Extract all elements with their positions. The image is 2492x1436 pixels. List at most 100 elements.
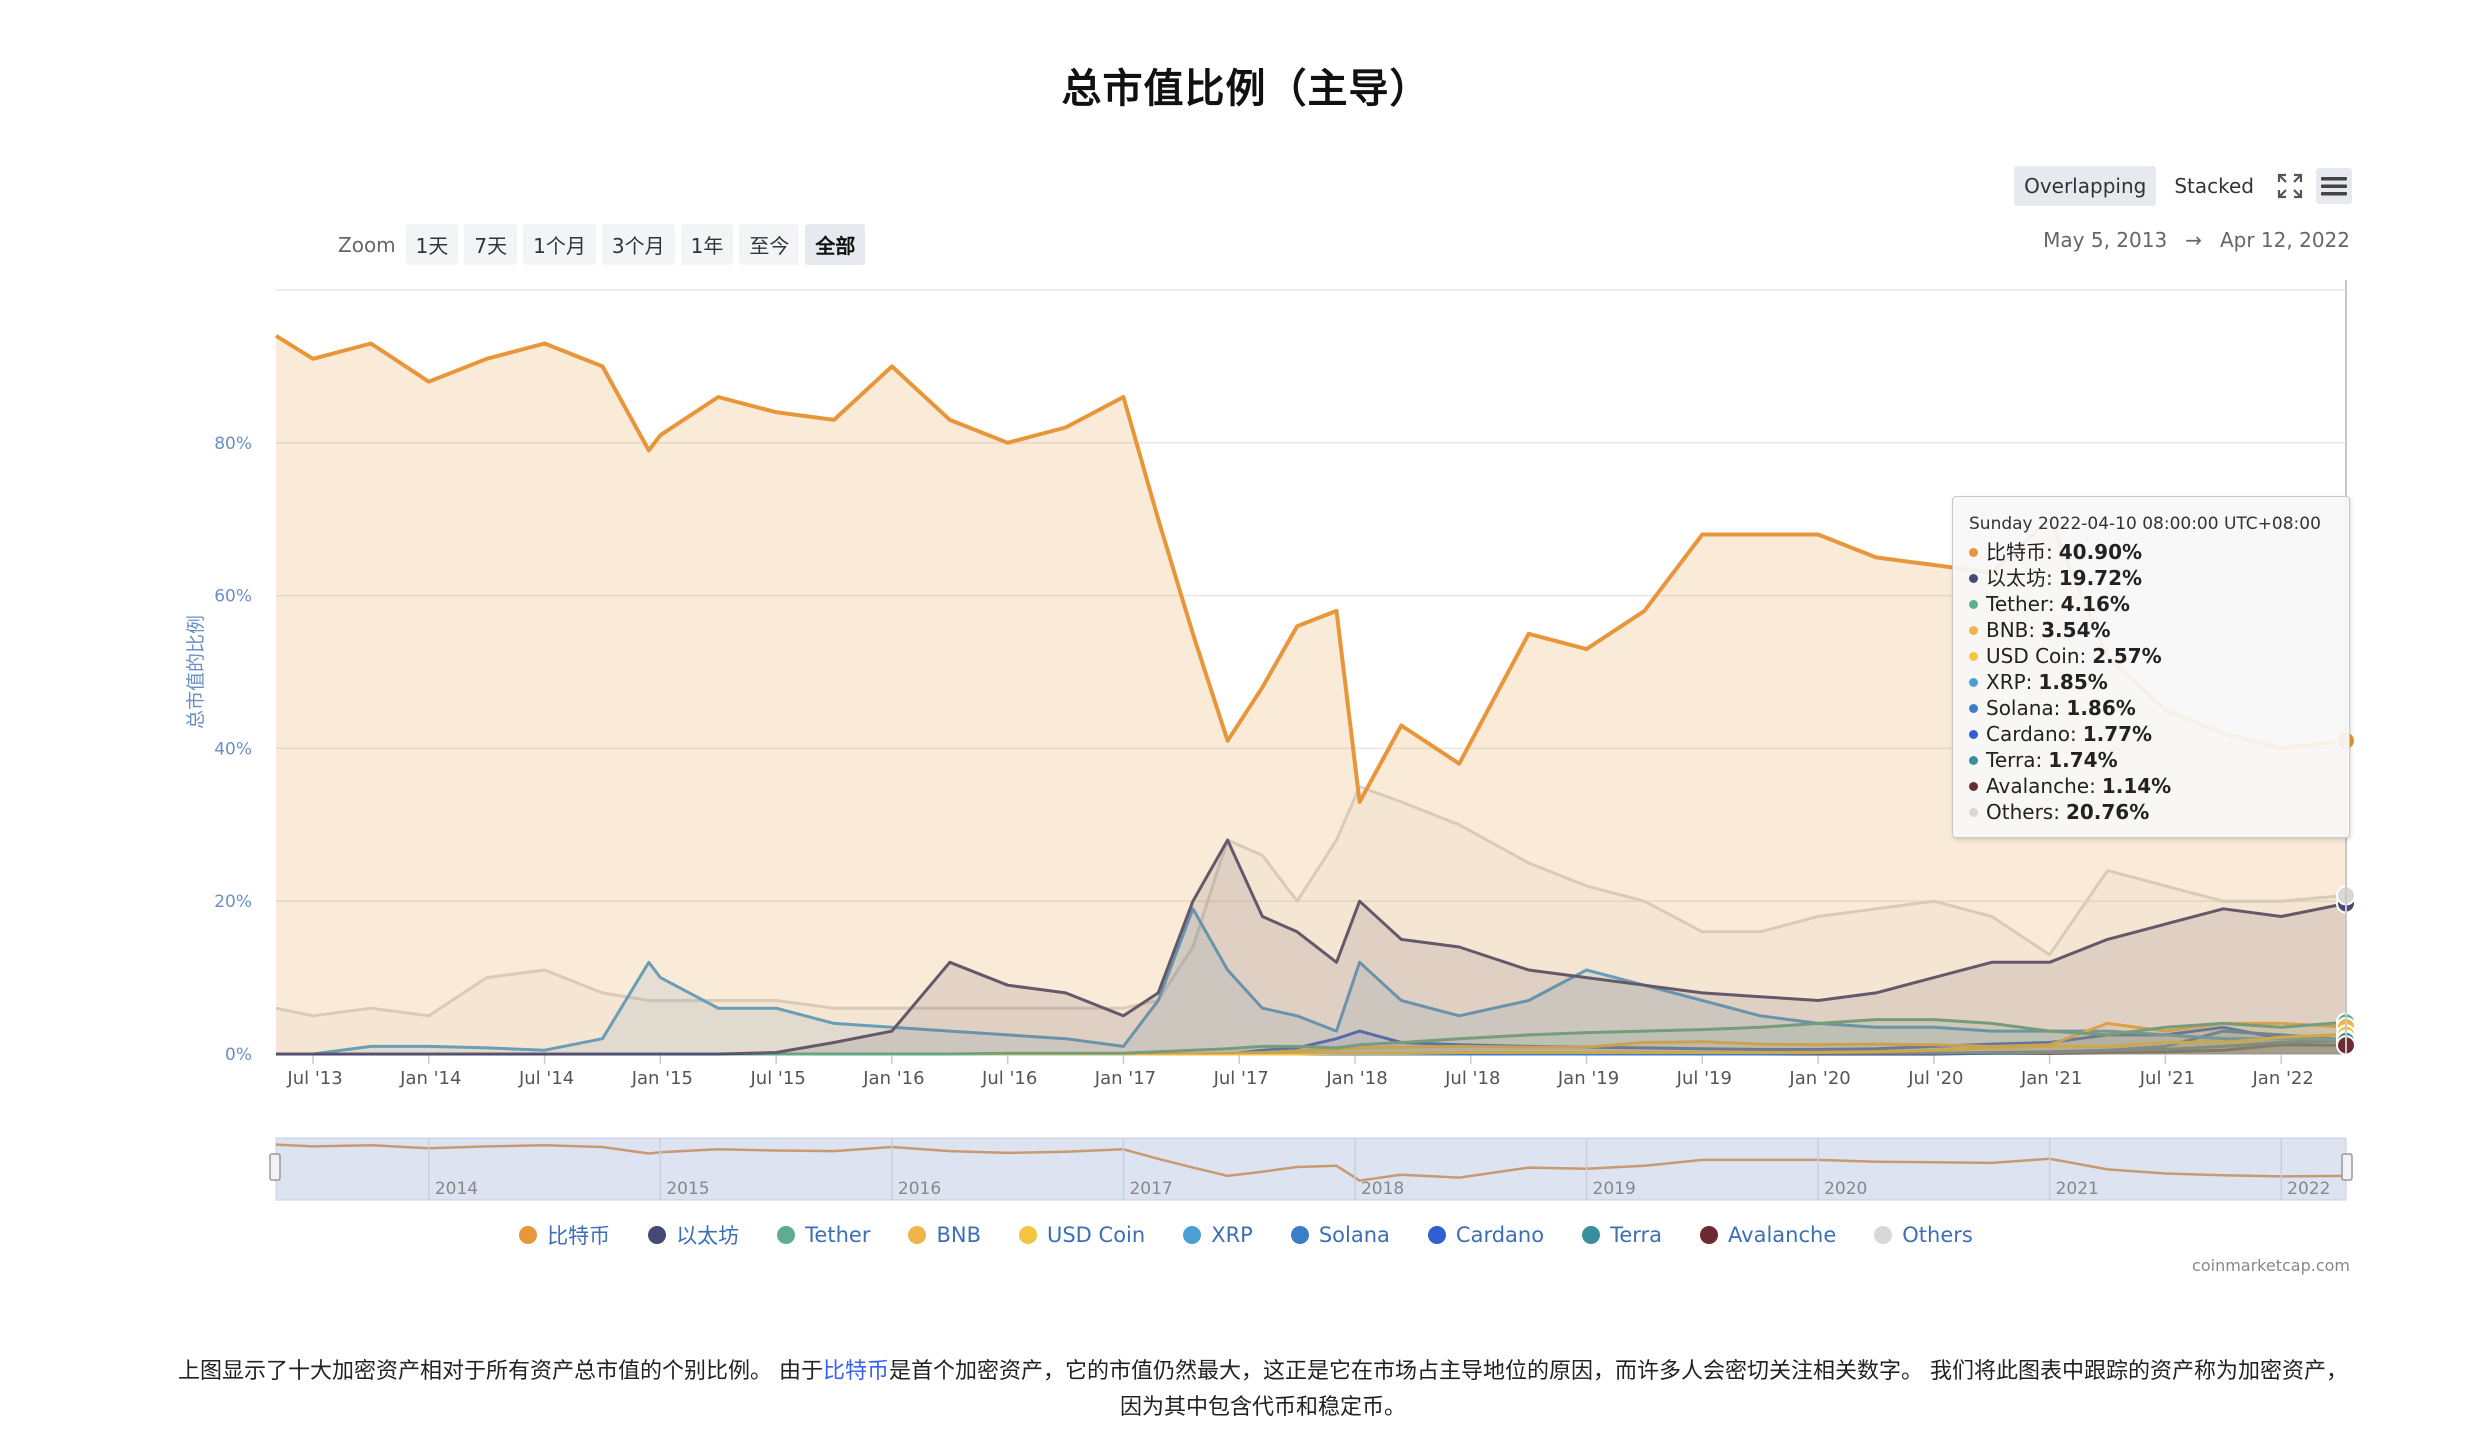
tooltip-series-name: XRP: (1986, 670, 2033, 694)
zoom-1d-button[interactable]: 1天 (405, 224, 459, 265)
range-from-input[interactable]: May 5, 2013 (2043, 228, 2168, 252)
tooltip-series-dot (1969, 729, 1978, 739)
navigator-year-label: 2018 (1361, 1179, 1404, 1199)
legend-label: USD Coin (1046, 1223, 1146, 1247)
tooltip-series-dot (1969, 651, 1978, 661)
chart-description: 上图显示了十大加密资产相对于所有资产总市值的个别比例。 由于比特币是首个加密资产… (168, 1354, 2358, 1426)
bitcoin-link[interactable]: 比特币 (822, 1359, 889, 1384)
overlapping-button[interactable]: Overlapping (2014, 166, 2157, 206)
series-area (276, 1023, 2346, 1054)
legend-item[interactable]: Terra (1582, 1220, 1662, 1250)
legend-marker (1290, 1226, 1309, 1244)
x-tick-label: Jan '21 (2020, 1068, 2082, 1089)
legend-marker (908, 1226, 927, 1244)
legend-item[interactable]: Avalanche (1700, 1220, 1836, 1250)
tooltip-series-dot (1969, 625, 1978, 635)
tooltip-series-name: Terra: (1986, 748, 2043, 772)
x-tick-label: Jul '15 (749, 1068, 805, 1089)
tooltip-series-dot (1969, 807, 1978, 817)
legend-item[interactable]: BNB (908, 1220, 981, 1250)
range-to-input[interactable]: Apr 12, 2022 (2219, 228, 2350, 252)
legend-label: 以太坊 (676, 1224, 740, 1248)
navigator-handle-right (2341, 1153, 2353, 1181)
tooltip-row: 以太坊: 19.72% (1969, 565, 2335, 591)
navigator-year-label: 2020 (1824, 1179, 1867, 1199)
tooltip-series-dot (1969, 599, 1978, 609)
x-tick-label: Jul '13 (286, 1068, 342, 1089)
legend-marker (1582, 1226, 1601, 1244)
x-tick-label: Jul '20 (1907, 1068, 1963, 1089)
zoom-all-button[interactable]: 全部 (805, 224, 866, 265)
zoom-ytd-button[interactable]: 至今 (739, 224, 800, 265)
credits-link[interactable]: coinmarketcap.com (2192, 1256, 2350, 1275)
series-area (276, 1031, 2346, 1054)
zoom-3m-button[interactable]: 3个月 (601, 224, 675, 265)
legend-marker (1874, 1226, 1893, 1244)
zoom-1y-button[interactable]: 1年 (680, 224, 734, 265)
tooltip-series-name: Tether: (1986, 592, 2055, 616)
legend-label: Cardano (1455, 1223, 1545, 1247)
tooltip-series-dot (1969, 703, 1978, 713)
hamburger-menu-icon[interactable] (2316, 168, 2352, 204)
legend-item[interactable]: Tether (777, 1220, 870, 1250)
series-line (276, 907, 2347, 1056)
legend-item[interactable]: 比特币 (519, 1220, 610, 1250)
legend-marker (1427, 1226, 1446, 1244)
legend-item[interactable]: USD Coin (1018, 1220, 1146, 1250)
y-tick-label: 0% (225, 1045, 252, 1065)
series-area (276, 335, 2346, 1054)
x-tick-label: Jan '20 (1788, 1068, 1850, 1089)
y-tick-label: 40% (214, 739, 252, 759)
legend-marker (1183, 1226, 1202, 1244)
legend-item[interactable]: XRP (1183, 1220, 1253, 1250)
x-tick-label: Jul '21 (2139, 1068, 2195, 1089)
navigator-year-label: 2015 (666, 1179, 709, 1199)
tooltip-row: XRP: 1.85% (1969, 669, 2335, 695)
x-tick-label: Jul '17 (1213, 1068, 1269, 1089)
navigator-year-label: 2021 (2056, 1179, 2099, 1199)
x-tick-label: Jul '18 (1444, 1068, 1500, 1089)
tooltip-series-value: 20.76% (2065, 800, 2150, 824)
chart-toolbar: Overlapping Stacked (2014, 166, 2352, 206)
tooltip-series-name: 以太坊: (1986, 566, 2053, 590)
description-text-after: 是首个加密资产，它的市值仍然最大，这正是它在市场占主导地位的原因，而许多人会密切… (889, 1359, 2348, 1420)
description-text-before: 上图显示了十大加密资产相对于所有资产总市值的个别比例。 由于 (177, 1359, 823, 1384)
tooltip-series-name: Others: (1986, 800, 2060, 824)
legend-label: BNB (936, 1223, 981, 1247)
legend-item[interactable]: Solana (1290, 1220, 1390, 1250)
tooltip-row: BNB: 3.54% (1969, 617, 2335, 643)
series-area (276, 1034, 2346, 1054)
tooltip-series-value: 1.14% (2101, 774, 2172, 798)
tooltip-row: USD Coin: 2.57% (1969, 643, 2335, 669)
legend-item[interactable]: Others (1874, 1220, 1973, 1250)
y-tick-label: 20% (214, 892, 252, 912)
legend-label: 比特币 (547, 1224, 611, 1248)
tooltip-series-value: 4.16% (2060, 592, 2130, 616)
tooltip-row: 比特币: 40.90% (1969, 539, 2335, 565)
navigator-series (275, 1143, 2347, 1182)
zoom-1m-button[interactable]: 1个月 (523, 224, 596, 265)
chart-tooltip: Sunday 2022-04-10 08:00:00 UTC+08:00 比特币… (1952, 496, 2350, 838)
navigator-year-label: 2016 (898, 1179, 941, 1199)
tooltip-series-name: 比特币: (1986, 540, 2053, 564)
navigator-mask (275, 1137, 2347, 1201)
tooltip-series-value: 3.54% (2041, 618, 2111, 642)
chart-title: 总市值比例（主导） (1061, 66, 1431, 112)
legend-item[interactable]: Cardano (1427, 1220, 1545, 1250)
legend-label: Others (1902, 1223, 1973, 1247)
stacked-button[interactable]: Stacked (2174, 174, 2254, 198)
chart-legend: 比特币 以太坊 Tether BNB USD Coin XRP Solana Cardano T… (0, 1220, 2492, 1250)
tooltip-series-value: 19.72% (2058, 566, 2143, 590)
fullscreen-icon[interactable] (2272, 168, 2308, 204)
x-tick-label: Jul '16 (981, 1068, 1037, 1089)
legend-item[interactable]: 以太坊 (648, 1220, 739, 1250)
tooltip-row: Avalanche: 1.14% (1969, 773, 2335, 799)
tooltip-series-dot (1969, 755, 1978, 765)
navigator-year-label: 2019 (1593, 1179, 1636, 1199)
zoom-7d-button[interactable]: 7天 (464, 224, 518, 265)
tooltip-series-dot (1969, 547, 1978, 557)
x-tick-label: Jul '19 (1676, 1068, 1732, 1089)
tooltip-series-name: Solana: (1986, 696, 2061, 720)
navigator-year-label: 2022 (2287, 1179, 2330, 1199)
